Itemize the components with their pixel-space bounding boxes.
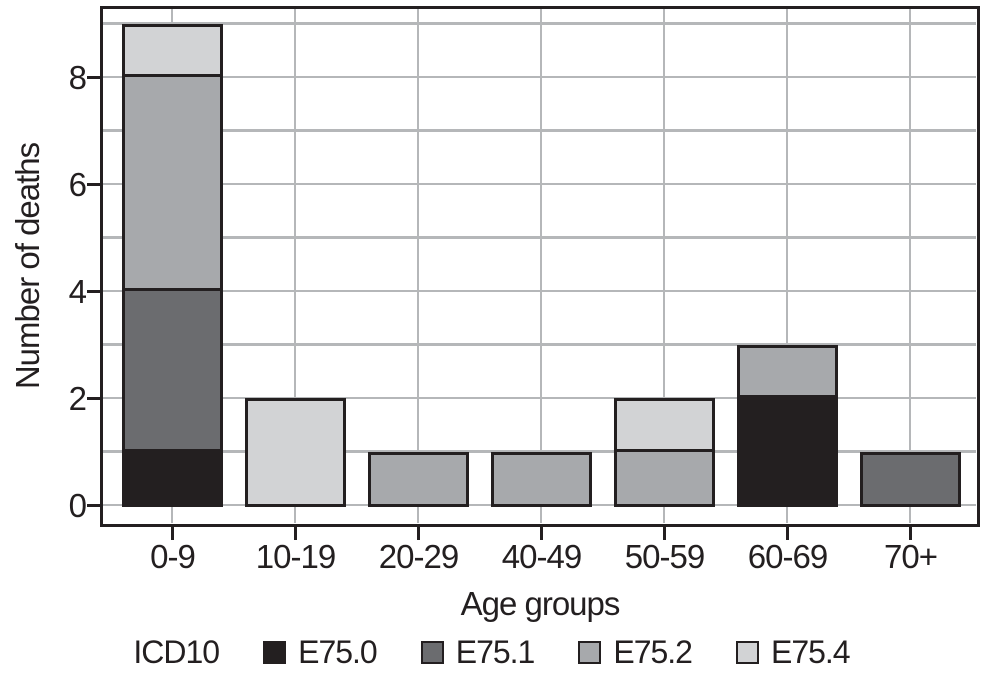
x-tick <box>170 527 175 540</box>
x-axis-title: Age groups <box>460 585 621 622</box>
x-tick <box>785 527 790 540</box>
y-tick <box>87 396 100 401</box>
legend-item-E75.2: E75.2 <box>578 633 693 671</box>
plot-area <box>100 6 980 527</box>
h-gridline <box>103 129 976 132</box>
v-gridline <box>293 9 297 523</box>
v-gridline <box>416 9 420 523</box>
bar-segment-E75.2-40-49 <box>490 451 592 507</box>
y-axis-title: Number of deaths <box>9 142 46 390</box>
bar-segment-E75.1-70+ <box>859 451 961 507</box>
bar-segment-E75.2-60-69 <box>736 344 838 398</box>
y-tick <box>87 503 100 508</box>
h-gridline <box>103 22 976 25</box>
x-tick <box>662 527 667 540</box>
v-gridline <box>785 9 789 523</box>
bar-segment-E75.4-50-59 <box>613 398 715 452</box>
legend-label: E75.4 <box>770 633 851 670</box>
bar-segment-E75.0-60-69 <box>736 398 838 507</box>
bar-segment-E75.1-0-9 <box>121 291 223 452</box>
legend: ICD10 E75.0 E75.1 E75.2 E75.4 <box>0 632 983 672</box>
y-tick-label: 8 <box>68 58 87 96</box>
legend-swatch-E75.0 <box>263 640 287 664</box>
v-gridline <box>539 9 543 523</box>
h-gridline <box>103 289 976 293</box>
y-tick <box>87 289 100 294</box>
y-tick-label: 2 <box>68 379 87 417</box>
legend-title: ICD10 <box>133 633 220 670</box>
legend-item-E75.0: E75.0 <box>263 633 378 671</box>
legend-item-E75.4: E75.4 <box>735 633 851 671</box>
h-gridline <box>103 396 976 400</box>
y-tick <box>87 182 100 187</box>
bar-segment-E75.2-20-29 <box>367 451 469 507</box>
legend-label: E75.1 <box>455 633 536 670</box>
bar-segment-E75.2-0-9 <box>121 77 223 291</box>
y-tick-label: 4 <box>68 272 87 310</box>
h-gridline <box>103 75 976 79</box>
v-gridline <box>908 9 912 523</box>
x-tick-label: 70+ <box>884 538 938 575</box>
h-gridline <box>103 343 976 346</box>
x-tick-label: 20-29 <box>378 538 459 575</box>
h-gridline <box>103 182 976 186</box>
legend-label: E75.2 <box>613 633 693 670</box>
bar-segment-E75.4-0-9 <box>121 23 223 77</box>
x-tick <box>539 527 544 540</box>
x-tick-label: 50-59 <box>624 538 705 575</box>
plot-inner <box>103 9 977 524</box>
x-tick-label: 40-49 <box>501 538 582 575</box>
legend-swatch-E75.1 <box>420 640 444 664</box>
x-tick-label: 0-9 <box>150 538 196 575</box>
y-tick-label: 6 <box>68 165 87 203</box>
v-gridline <box>662 9 666 523</box>
h-gridline <box>103 236 976 239</box>
x-tick-label: 10-19 <box>255 538 336 575</box>
legend-swatch-E75.4 <box>735 640 759 664</box>
bar-segment-E75.0-0-9 <box>121 451 223 507</box>
legend-swatch-E75.2 <box>578 640 602 664</box>
bar-segment-E75.2-50-59 <box>613 451 715 507</box>
x-tick-label: 60-69 <box>747 538 828 575</box>
x-tick <box>908 527 913 540</box>
bar-segment-E75.4-10-19 <box>244 398 346 507</box>
y-tick-label: 0 <box>68 486 87 524</box>
legend-label: E75.0 <box>298 633 378 670</box>
legend-item-E75.1: E75.1 <box>420 633 536 671</box>
x-tick <box>416 527 421 540</box>
x-tick <box>293 527 298 540</box>
y-tick <box>87 75 100 80</box>
